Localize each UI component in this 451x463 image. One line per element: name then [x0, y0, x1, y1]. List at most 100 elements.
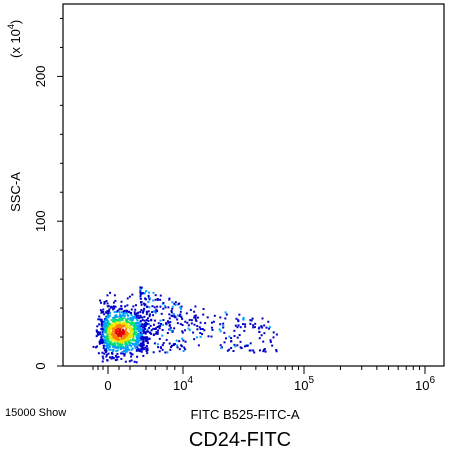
data-point	[139, 296, 142, 299]
data-point	[102, 308, 105, 311]
data-point	[263, 348, 266, 351]
data-point	[201, 333, 204, 336]
data-point	[192, 331, 195, 334]
data-point	[146, 311, 149, 314]
data-point	[111, 332, 114, 335]
data-point	[114, 346, 117, 349]
data-point	[236, 326, 239, 329]
data-point	[99, 331, 102, 334]
data-point	[105, 350, 108, 353]
data-point	[145, 344, 148, 347]
data-point	[103, 301, 106, 304]
data-point	[156, 329, 159, 332]
data-point	[135, 340, 138, 343]
data-point	[136, 355, 139, 358]
data-point	[239, 326, 242, 329]
data-point	[185, 312, 188, 315]
data-point	[249, 322, 252, 325]
data-point	[134, 308, 137, 311]
data-point	[168, 317, 171, 320]
data-point	[124, 335, 127, 338]
data-point	[143, 336, 146, 339]
data-point	[147, 291, 150, 294]
data-point	[114, 315, 117, 318]
data-point	[95, 330, 98, 333]
data-point	[162, 307, 165, 310]
data-point	[126, 345, 129, 348]
data-point	[135, 346, 138, 349]
data-point	[171, 305, 174, 308]
data-point	[108, 348, 111, 351]
data-point	[148, 306, 151, 309]
data-point	[139, 315, 142, 318]
data-point	[140, 347, 143, 350]
data-point	[104, 348, 107, 351]
data-point	[147, 301, 150, 304]
data-point	[114, 314, 117, 317]
data-point	[158, 337, 161, 340]
data-point	[106, 319, 109, 322]
x-tick-label: 0	[104, 378, 111, 393]
data-point	[143, 327, 146, 330]
data-point	[194, 305, 197, 308]
data-point	[129, 317, 132, 320]
data-point	[126, 304, 129, 307]
data-point	[116, 332, 119, 335]
data-point	[119, 340, 122, 343]
data-point	[101, 327, 104, 330]
data-point	[122, 352, 125, 355]
data-point	[159, 305, 162, 308]
data-point	[100, 336, 103, 339]
data-point	[142, 329, 145, 332]
data-point	[114, 305, 117, 308]
data-point	[140, 329, 143, 332]
data-point	[119, 342, 122, 345]
data-point	[181, 337, 184, 340]
data-point	[134, 332, 137, 335]
data-point	[260, 334, 263, 337]
data-point	[133, 324, 136, 327]
data-point	[139, 291, 142, 294]
data-point	[193, 316, 196, 319]
data-point	[100, 311, 103, 314]
data-point	[150, 329, 153, 332]
data-point	[109, 291, 112, 294]
data-point	[175, 339, 178, 342]
y-tick-label: 200	[33, 66, 48, 88]
data-point	[254, 322, 257, 325]
data-point	[148, 296, 151, 299]
data-point	[190, 322, 193, 325]
data-point	[140, 325, 143, 328]
data-point	[108, 315, 111, 318]
data-point	[104, 319, 107, 322]
data-point	[193, 323, 196, 326]
data-point	[100, 319, 103, 322]
data-point	[142, 354, 145, 357]
data-point	[228, 348, 231, 351]
data-point	[103, 330, 106, 333]
data-point	[107, 316, 110, 319]
data-point	[168, 313, 171, 316]
data-point	[146, 317, 149, 320]
data-point	[196, 325, 199, 328]
data-point	[108, 345, 111, 348]
data-point	[112, 348, 115, 351]
data-point	[145, 319, 148, 322]
data-point	[136, 312, 139, 315]
data-point	[180, 307, 183, 310]
data-point	[136, 344, 139, 347]
data-point	[121, 333, 124, 336]
data-point	[164, 306, 167, 309]
data-point	[166, 331, 169, 334]
data-point	[114, 299, 117, 302]
data-point	[146, 349, 149, 352]
data-point	[156, 326, 159, 329]
data-point	[131, 353, 134, 356]
data-point	[160, 312, 163, 315]
data-point	[122, 334, 125, 337]
data-point	[219, 323, 222, 326]
data-point	[106, 302, 109, 305]
data-point	[173, 315, 176, 318]
data-point	[137, 330, 140, 333]
